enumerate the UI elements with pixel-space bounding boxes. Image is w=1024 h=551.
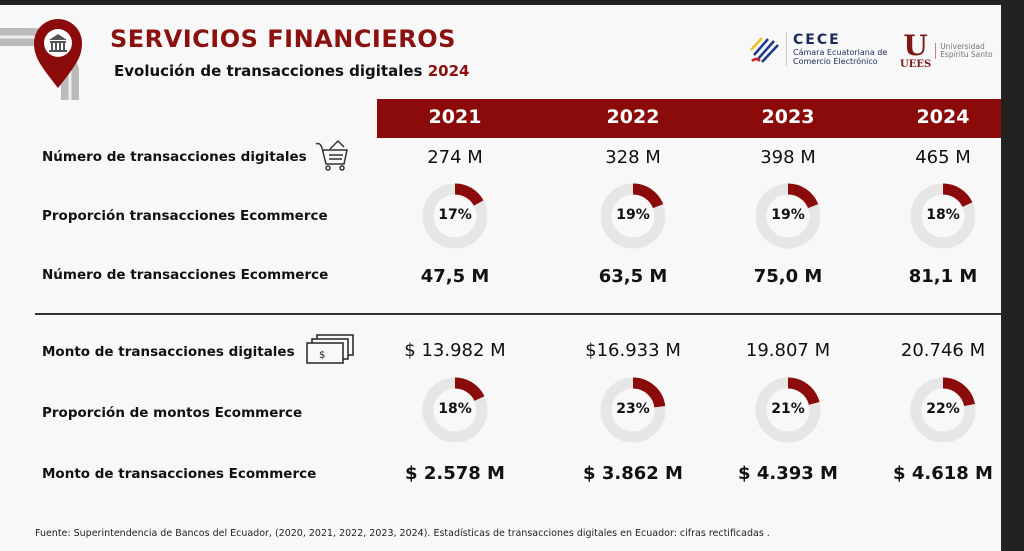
source-footnote: Fuente: Superintendencia de Bancos del E… bbox=[35, 528, 770, 539]
donut-fill bbox=[755, 183, 821, 249]
ecommerce-transactions-amount: $ 2.578 M bbox=[405, 463, 505, 484]
row-label: Número de transacciones digitales bbox=[42, 149, 307, 165]
digital-transactions-count: 274 M bbox=[427, 147, 483, 168]
row-label: Monto de transacciones digitales bbox=[42, 344, 295, 360]
ecommerce-transactions-count: 75,0 M bbox=[753, 266, 823, 287]
donut-percent-label: 19% bbox=[616, 207, 650, 223]
donut-percent-label: 22% bbox=[926, 401, 960, 417]
proportion-donut bbox=[755, 183, 821, 249]
year-header: 2022 bbox=[606, 106, 660, 128]
cece-logo: CECE Cámara Ecuatoriana de Comercio Elec… bbox=[748, 32, 887, 66]
page-title: SERVICIOS FINANCIEROS bbox=[110, 25, 456, 53]
cece-emblem-icon bbox=[750, 37, 779, 63]
location-pin-bank-icon bbox=[0, 19, 82, 100]
proportion-donut bbox=[910, 377, 976, 443]
donut-percent-label: 19% bbox=[771, 207, 805, 223]
year-header: 2023 bbox=[761, 106, 815, 128]
row-label: Monto de transacciones Ecommerce bbox=[42, 466, 317, 482]
donut-fill bbox=[600, 183, 666, 249]
row-label: Número de transacciones Ecommerce bbox=[42, 267, 329, 283]
donut-fill bbox=[910, 183, 976, 249]
ecommerce-transactions-count: 63,5 M bbox=[598, 266, 668, 287]
infographic: SERVICIOS FINANCIEROS Evolución de trans… bbox=[0, 5, 1001, 551]
uees-logo: U UEES Universidad Espíritu Santo bbox=[900, 29, 993, 70]
proportion-donut bbox=[600, 183, 666, 249]
digital-transactions-count: 398 M bbox=[760, 147, 816, 168]
donut-fill bbox=[600, 377, 666, 443]
proportion-donut bbox=[422, 377, 488, 443]
year-header: 2024 bbox=[916, 106, 970, 128]
digital-transactions-amount: 19.807 M bbox=[745, 340, 831, 361]
proportion-donut bbox=[910, 183, 976, 249]
shopping-cart-icon bbox=[315, 139, 348, 171]
ecommerce-transactions-amount: $ 3.862 M bbox=[583, 463, 683, 484]
digital-transactions-amount: $16.933 M bbox=[585, 340, 681, 361]
year-header: 2021 bbox=[428, 106, 482, 128]
donut-fill bbox=[422, 183, 488, 249]
digital-transactions-count: 465 M bbox=[915, 147, 971, 168]
section-divider bbox=[35, 313, 1001, 315]
money-bills-icon: $ bbox=[306, 334, 354, 364]
svg-text:$: $ bbox=[319, 350, 325, 361]
row-label: Proporción de montos Ecommerce bbox=[42, 405, 303, 421]
page-subtitle: Evolución de transacciones digitales 202… bbox=[114, 62, 470, 80]
digital-transactions-amount: $ 13.982 M bbox=[404, 340, 506, 361]
row-label: Proporción transacciones Ecommerce bbox=[42, 208, 328, 224]
proportion-donut bbox=[755, 377, 821, 443]
donut-percent-label: 18% bbox=[926, 207, 960, 223]
donut-fill bbox=[422, 377, 488, 443]
donut-percent-label: 18% bbox=[438, 401, 472, 417]
proportion-donut bbox=[422, 183, 488, 249]
year-header-bar bbox=[377, 99, 1001, 138]
ecommerce-transactions-count: 47,5 M bbox=[420, 266, 490, 287]
donut-percent-label: 23% bbox=[616, 401, 650, 417]
proportion-donut bbox=[600, 377, 666, 443]
digital-transactions-count: 328 M bbox=[605, 147, 661, 168]
donut-percent-label: 17% bbox=[438, 207, 472, 223]
ecommerce-transactions-count: 81,1 M bbox=[908, 266, 978, 287]
donut-percent-label: 21% bbox=[771, 401, 805, 417]
digital-transactions-amount: 20.746 M bbox=[900, 340, 986, 361]
donut-fill bbox=[910, 377, 976, 443]
ecommerce-transactions-amount: $ 4.393 M bbox=[738, 463, 838, 484]
donut-fill bbox=[755, 377, 821, 443]
ecommerce-transactions-amount: $ 4.618 M bbox=[893, 463, 993, 484]
